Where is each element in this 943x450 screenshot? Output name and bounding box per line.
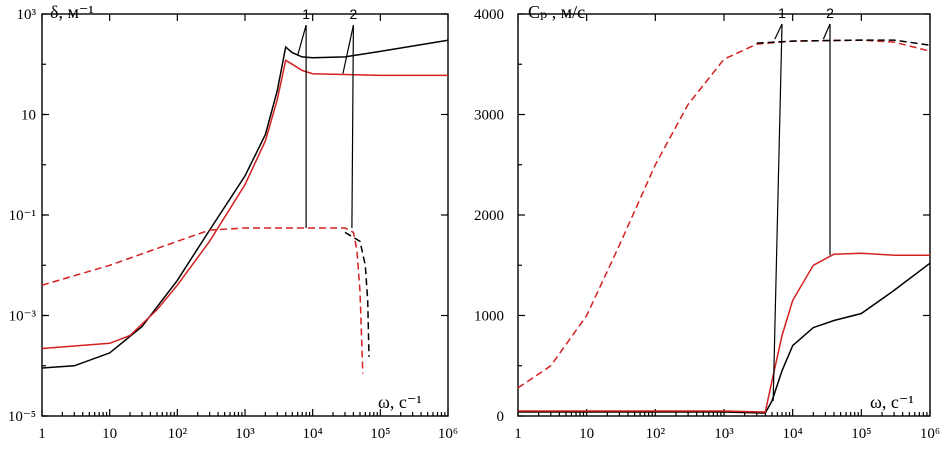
annotation-leader xyxy=(822,23,831,40)
x-tick-label: 10² xyxy=(168,426,188,442)
series-line-3 xyxy=(41,227,364,374)
annotation-leader xyxy=(342,25,354,74)
x-tick-label: 10 xyxy=(102,426,117,442)
plot-frame xyxy=(517,13,931,417)
x-tick-label: 10⁴ xyxy=(303,426,323,442)
x-tick-label: 10³ xyxy=(235,426,255,442)
y-tick-label: 4000 xyxy=(474,7,504,23)
y-axis-title: δ, м⁻¹ xyxy=(50,2,94,22)
x-tick-label: 10² xyxy=(646,426,666,442)
annotation-leader xyxy=(772,24,783,401)
y-tick-label: 0 xyxy=(497,409,505,425)
annotation-label: 2 xyxy=(350,6,358,22)
y-tick-label: 10⁻¹ xyxy=(9,208,36,224)
annotation-label: 1 xyxy=(302,6,310,22)
y-tick-label: 10³ xyxy=(17,7,37,23)
x-tick-label: 10 xyxy=(579,426,594,442)
phase-velocity-chart: 1 10 10² 10³ 10⁴ 10⁵ 10⁶ 0 1000 2000 3000 4000 Cₚ , … xyxy=(474,2,940,442)
x-tick-label: 10³ xyxy=(714,426,734,442)
annotation-leader xyxy=(297,24,307,56)
x-tick-label: 10⁵ xyxy=(851,426,871,442)
y-tick-label: 10⁻³ xyxy=(9,309,37,325)
y-tick-label: 10⁻⁵ xyxy=(8,409,36,425)
x-axis-title: ω, с⁻¹ xyxy=(378,392,422,412)
series-line-2 xyxy=(344,231,370,357)
y-tick-label: 1000 xyxy=(474,309,504,325)
x-tick-label: 1 xyxy=(514,426,522,442)
attenuation-chart: 1 10 10² 10³ 10⁴ 10⁵ 10⁶ 10⁻⁵ 10⁻³ 10⁻¹ 10 10³ δ, м⁻… xyxy=(8,2,458,442)
x-tick-label: 10⁵ xyxy=(370,426,390,442)
series-line-1 xyxy=(41,59,448,350)
y-tick-label: 2000 xyxy=(474,208,504,224)
x-tick-label: 1 xyxy=(38,426,46,442)
annotation-leader xyxy=(774,23,783,40)
x-axis-title: ω, с⁻¹ xyxy=(870,392,914,412)
series-line-2 xyxy=(518,262,931,414)
x-tick-label: 10⁴ xyxy=(783,426,803,442)
y-axis-title: Cₚ , м/с xyxy=(528,2,585,22)
x-tick-label: 10⁶ xyxy=(920,426,940,442)
y-tick-label: 3000 xyxy=(474,108,504,124)
annotation-label: 2 xyxy=(826,5,834,21)
series-line-3 xyxy=(518,252,930,413)
series-line-0 xyxy=(517,39,931,389)
annotation-label: 1 xyxy=(778,5,786,21)
y-tick-label: 10 xyxy=(21,108,36,124)
x-tick-label: 10⁶ xyxy=(438,426,458,442)
series-line-0 xyxy=(41,39,449,369)
series-line-1 xyxy=(756,39,931,46)
annotation-leader xyxy=(351,25,355,229)
